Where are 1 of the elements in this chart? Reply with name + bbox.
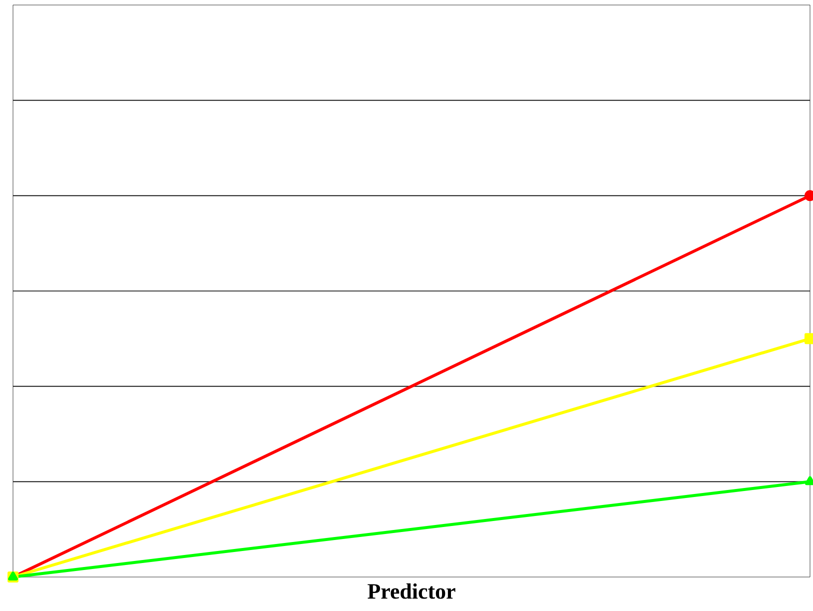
x-axis-title: Predictor bbox=[368, 583, 456, 599]
